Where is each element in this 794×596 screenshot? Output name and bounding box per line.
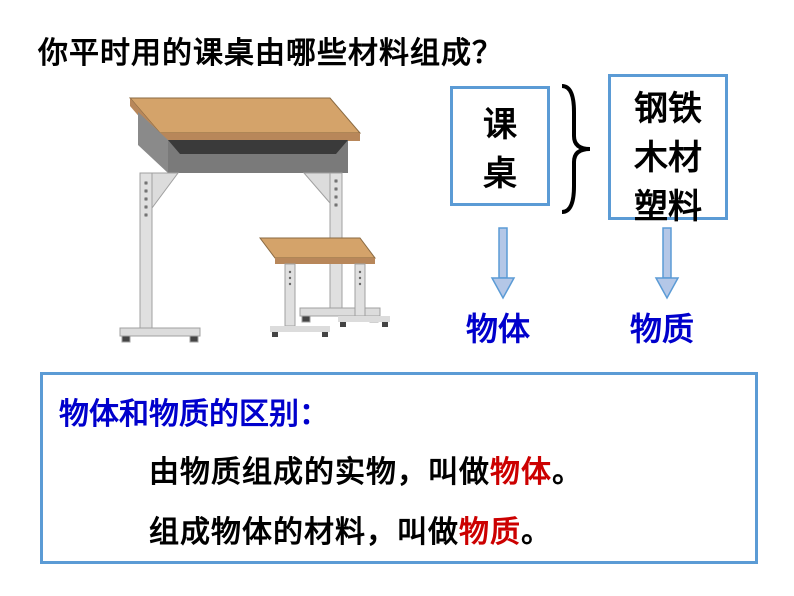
desk-char-2: 桌 [483, 146, 517, 195]
material-1: 钢铁 [634, 81, 702, 130]
def2-post: 。 [521, 516, 552, 549]
def1-red: 物体 [490, 456, 552, 489]
definition-box: 物体和物质的区别： 由物质组成的实物，叫做物体。 组成物体的材料，叫做物质。 [40, 372, 758, 564]
brace-icon [556, 82, 598, 216]
def1-post: 。 [552, 456, 583, 489]
def1-pre: 由物质组成的实物，叫做 [149, 456, 490, 489]
material-2: 木材 [634, 130, 702, 179]
desk-image [100, 78, 410, 358]
question-title: 你平时用的课桌由哪些材料组成？ [38, 28, 503, 72]
arrow-down-1 [490, 226, 516, 300]
material-3: 塑料 [634, 179, 702, 228]
desk-label-box: 课 桌 [450, 86, 550, 206]
definition-heading: 物体和物质的区别： [59, 389, 739, 433]
arrow-down-2 [654, 226, 680, 300]
materials-box: 钢铁 木材 塑料 [608, 74, 728, 220]
desk-char-1: 课 [483, 97, 517, 146]
label-material: 物质 [630, 304, 694, 350]
definition-line-2: 组成物体的材料，叫做物质。 [149, 507, 739, 551]
def2-red: 物质 [459, 516, 521, 549]
label-object: 物体 [466, 304, 530, 350]
definition-line-1: 由物质组成的实物，叫做物体。 [149, 447, 739, 491]
def2-pre: 组成物体的材料，叫做 [149, 516, 459, 549]
